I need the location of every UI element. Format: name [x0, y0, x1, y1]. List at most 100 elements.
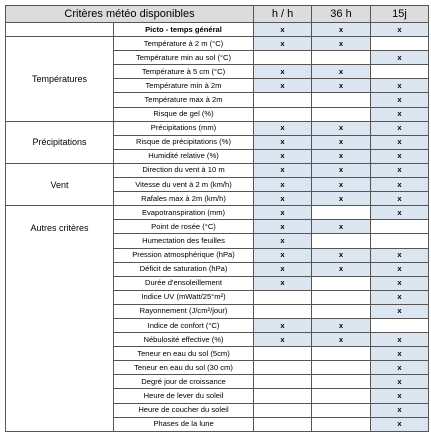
availability-mark	[311, 275, 372, 291]
group-label: Précipitations	[5, 120, 114, 164]
availability-mark: x	[253, 219, 313, 235]
criterion-row: Température min à 2m x x x	[6, 78, 430, 94]
availability-mark: x	[370, 205, 430, 221]
criterion: Température max à 2m	[112, 92, 255, 108]
availability-mark: x	[311, 247, 372, 263]
criterion-row: Risque de gel (%) x	[6, 106, 430, 122]
criterion: Pression atmosphérique (hPa)	[112, 247, 255, 263]
availability-mark	[311, 346, 372, 362]
availability-mark	[253, 289, 313, 305]
criterion: Risque de précipitations (%)	[112, 134, 255, 150]
availability-mark: x	[253, 317, 313, 334]
availability-mark: x	[253, 120, 313, 136]
availability-mark: x	[370, 92, 430, 108]
availability-mark: x	[370, 346, 430, 362]
criterion: Nébulosité effective (%)	[112, 332, 255, 348]
availability-mark: x	[370, 360, 430, 376]
availability-mark: x	[370, 275, 430, 291]
criterion: Température min à 2m	[112, 78, 255, 94]
column-header: h / h	[253, 5, 313, 23]
availability-mark: x	[253, 191, 313, 207]
criterion-row: Point de rosée (°C) x x	[6, 219, 430, 235]
criterion: Picto - temps général	[112, 21, 255, 38]
availability-mark: x	[311, 78, 372, 94]
criterion: Rayonnement (J/cm²/jour)	[112, 303, 255, 319]
availability-mark	[311, 289, 372, 305]
criterion: Indice UV (mWatt/25°m²)	[112, 289, 255, 305]
availability-mark: x	[370, 303, 430, 319]
group-label	[5, 21, 114, 38]
criterion: Risque de gel (%)	[112, 106, 255, 122]
criterion-row: Indice UV (mWatt/25°m²) x	[6, 289, 430, 305]
availability-mark: x	[253, 275, 313, 291]
criterion: Déficit de saturation (hPa)	[112, 261, 255, 277]
availability-mark: x	[311, 148, 372, 164]
criterion: Précipitations (mm)	[112, 120, 255, 136]
availability-mark: x	[311, 177, 372, 193]
group-label: Vent	[5, 162, 114, 207]
availability-mark: x	[311, 191, 372, 207]
criterion: Vitesse du vent à 2 m (km/h)	[112, 177, 255, 193]
criterion-row: Températures Température à 2 m (°C) x x	[5, 36, 430, 122]
header-row: Critères météo disponibles h / h 36 h 15j	[4, 5, 430, 23]
availability-mark: x	[370, 50, 430, 66]
availability-mark: x	[370, 289, 430, 305]
criterion-row: Température min au sol (°C) x	[6, 50, 430, 66]
criterion: Degré jour de croissance	[112, 374, 255, 390]
availability-mark: x	[311, 261, 372, 277]
criterion-row: Teneur en eau du sol (5cm) x	[6, 346, 430, 362]
criterion: Direction du vent à 10 m	[112, 162, 255, 179]
availability-mark	[311, 402, 372, 418]
availability-mark	[253, 346, 313, 362]
criterion: Evapotranspiration (mm)	[112, 205, 255, 221]
criterion: Teneur en eau du sol (30 cm)	[112, 360, 255, 376]
criterion-row: Déficit de saturation (hPa) x x x	[6, 261, 430, 277]
availability-mark: x	[311, 134, 372, 150]
availability-mark: x	[253, 177, 313, 193]
availability-mark: x	[370, 106, 430, 122]
criterion: Heure de lever du soleil	[112, 388, 255, 404]
criterion: Humectation des feuilles	[112, 233, 255, 249]
column-header: 36 h	[311, 5, 372, 23]
criterion: Heure de coucher du soleil	[112, 402, 255, 418]
criterion: Phases de la lune	[112, 416, 255, 432]
availability-mark	[311, 205, 372, 221]
availability-mark	[370, 64, 430, 80]
availability-mark: x	[253, 205, 313, 221]
criterion: Température à 2 m (°C)	[112, 36, 255, 52]
availability-mark	[253, 92, 313, 108]
availability-mark: x	[370, 148, 430, 164]
availability-mark: x	[370, 191, 430, 207]
availability-mark: x	[370, 134, 430, 150]
availability-mark	[253, 416, 313, 432]
table-title: Critères météo disponibles	[4, 5, 255, 23]
criterion: Point de rosée (°C)	[112, 219, 255, 235]
criterion-row: Nébulosité effective (%) x x x	[6, 332, 430, 348]
availability-mark	[311, 233, 372, 249]
availability-mark: x	[253, 261, 313, 277]
availability-mark	[370, 219, 430, 235]
availability-mark	[370, 317, 430, 334]
criterion-row: Picto - temps général x x x	[5, 21, 430, 38]
availability-mark	[370, 36, 430, 52]
criterion-row: Autres critères Evapotranspiration (mm) x x	[5, 205, 430, 432]
criterion-row: Humidité relative (%) x x x	[6, 148, 430, 164]
availability-mark	[253, 303, 313, 319]
availability-mark: x	[253, 21, 313, 38]
availability-mark: x	[370, 21, 430, 38]
availability-mark: x	[311, 162, 372, 179]
criterion: Rafales max à 2m (km/h)	[112, 191, 255, 207]
availability-mark	[311, 374, 372, 390]
criterion-row: Précipitations Précipitations (mm) x x x	[5, 120, 430, 164]
availability-mark: x	[311, 21, 372, 38]
availability-mark	[253, 374, 313, 390]
availability-mark: x	[311, 64, 372, 80]
availability-mark: x	[311, 120, 372, 136]
criterion-row: Durée d'ensoleillement x x	[6, 275, 430, 291]
availability-mark: x	[253, 162, 313, 179]
availability-mark: x	[370, 388, 430, 404]
availability-mark: x	[311, 36, 372, 52]
availability-mark: x	[253, 134, 313, 150]
